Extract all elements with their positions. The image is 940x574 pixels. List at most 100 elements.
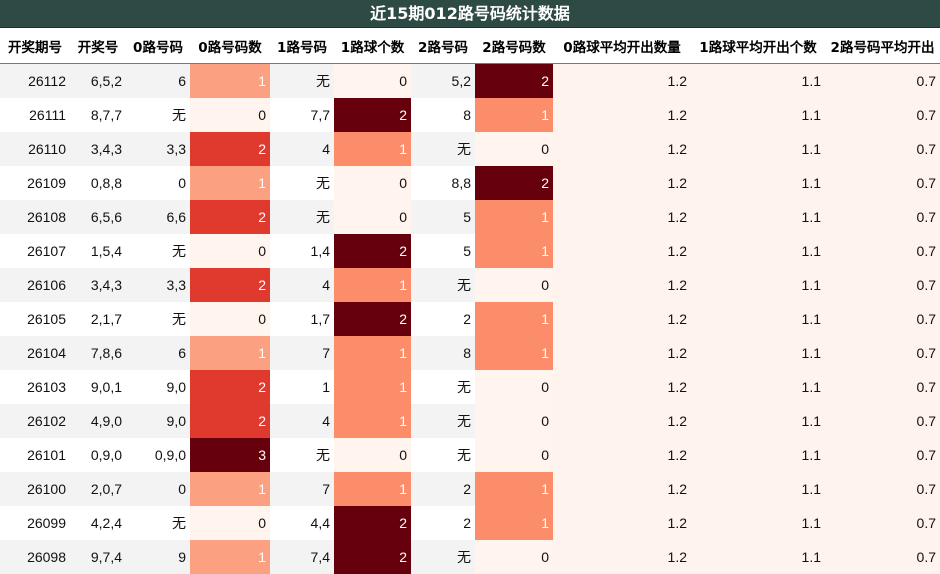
table-cell: 0 <box>334 166 411 200</box>
table-cell: 8 <box>411 98 475 132</box>
table-cell: 2 <box>334 540 411 574</box>
column-header: 2路号码平均开出 <box>825 29 940 64</box>
table-cell: 26112 <box>0 64 70 99</box>
table-cell: 1.2 <box>553 336 691 370</box>
table-cell: 26107 <box>0 234 70 268</box>
table-cell: 2 <box>411 506 475 540</box>
table-cell: 0 <box>334 200 411 234</box>
table-cell: 2 <box>411 472 475 506</box>
table-cell: 2 <box>334 98 411 132</box>
table-cell: 2 <box>190 370 270 404</box>
table-cell: 26108 <box>0 200 70 234</box>
table-cell: 0.7 <box>825 98 940 132</box>
table-cell: 1.1 <box>691 132 825 166</box>
table-cell: 7,4 <box>270 540 334 574</box>
table-cell: 26106 <box>0 268 70 302</box>
table-cell: 无 <box>126 302 190 336</box>
table-cell: 8,8 <box>411 166 475 200</box>
table-cell: 0.7 <box>825 506 940 540</box>
table-cell: 2,0,7 <box>70 472 126 506</box>
table-cell: 1 <box>190 64 270 99</box>
table-cell: 8,7,7 <box>70 98 126 132</box>
table-cell: 0 <box>475 404 553 438</box>
table-cell: 5 <box>411 234 475 268</box>
table-cell: 0,8,8 <box>70 166 126 200</box>
table-cell: 9,0,1 <box>70 370 126 404</box>
table-cell: 1.1 <box>691 370 825 404</box>
table-cell: 0.7 <box>825 472 940 506</box>
table-cell: 1 <box>334 268 411 302</box>
column-header: 2路号码数 <box>475 29 553 64</box>
table-cell: 4,4 <box>270 506 334 540</box>
table-cell: 1 <box>475 472 553 506</box>
table-cell: 1.2 <box>553 404 691 438</box>
table-cell: 1 <box>190 540 270 574</box>
table-cell: 3 <box>190 438 270 472</box>
table-cell: 0,9,0 <box>126 438 190 472</box>
table-cell: 1 <box>475 200 553 234</box>
table-cell: 1.1 <box>691 234 825 268</box>
table-cell: 2 <box>411 302 475 336</box>
table-cell: 2,1,7 <box>70 302 126 336</box>
table-cell: 0.7 <box>825 166 940 200</box>
table-cell: 0.7 <box>825 200 940 234</box>
table-cell: 1.2 <box>553 234 691 268</box>
table-cell: 6,5,6 <box>70 200 126 234</box>
table-cell: 无 <box>270 200 334 234</box>
table-cell: 0 <box>475 132 553 166</box>
table-cell: 无 <box>126 234 190 268</box>
table-cell: 3,3 <box>126 268 190 302</box>
table-cell: 2 <box>334 506 411 540</box>
table-cell: 0 <box>475 268 553 302</box>
table-cell: 无 <box>411 540 475 574</box>
table-cell: 1.1 <box>691 336 825 370</box>
table-cell: 7,7 <box>270 98 334 132</box>
table-cell: 2 <box>190 200 270 234</box>
table-title: 近15期012路号码统计数据 <box>0 0 940 28</box>
column-header: 2路号码 <box>411 29 475 64</box>
table-cell: 9 <box>126 540 190 574</box>
table-cell: 1 <box>475 234 553 268</box>
table-cell: 无 <box>270 64 334 99</box>
table-cell: 7,8,6 <box>70 336 126 370</box>
table-cell: 0 <box>475 540 553 574</box>
table-cell: 4,9,0 <box>70 404 126 438</box>
table-cell: 7 <box>270 472 334 506</box>
table-cell: 1 <box>334 472 411 506</box>
table-cell: 1.1 <box>691 404 825 438</box>
table-cell: 1,7 <box>270 302 334 336</box>
table-cell: 1 <box>334 404 411 438</box>
table-cell: 0 <box>126 472 190 506</box>
table-cell: 6 <box>126 64 190 99</box>
table-cell: 2 <box>334 234 411 268</box>
table-cell: 1 <box>475 336 553 370</box>
table-cell: 无 <box>411 438 475 472</box>
table-cell: 1 <box>334 336 411 370</box>
table-cell: 26109 <box>0 166 70 200</box>
table-cell: 1.2 <box>553 472 691 506</box>
table-cell: 26110 <box>0 132 70 166</box>
table-cell: 1.2 <box>553 540 691 574</box>
table-cell: 0 <box>190 506 270 540</box>
table-cell: 6,6 <box>126 200 190 234</box>
table-cell: 4 <box>270 132 334 166</box>
table-cell: 0.7 <box>825 540 940 574</box>
table-cell: 无 <box>411 268 475 302</box>
table-cell: 26105 <box>0 302 70 336</box>
table-cell: 1 <box>475 302 553 336</box>
column-header: 开奖期号 <box>0 29 70 64</box>
table-cell: 26101 <box>0 438 70 472</box>
table-cell: 1.2 <box>553 166 691 200</box>
table-cell: 0.7 <box>825 370 940 404</box>
table-cell: 无 <box>270 166 334 200</box>
table-cell: 0.7 <box>825 336 940 370</box>
column-header: 1路号码 <box>270 29 334 64</box>
